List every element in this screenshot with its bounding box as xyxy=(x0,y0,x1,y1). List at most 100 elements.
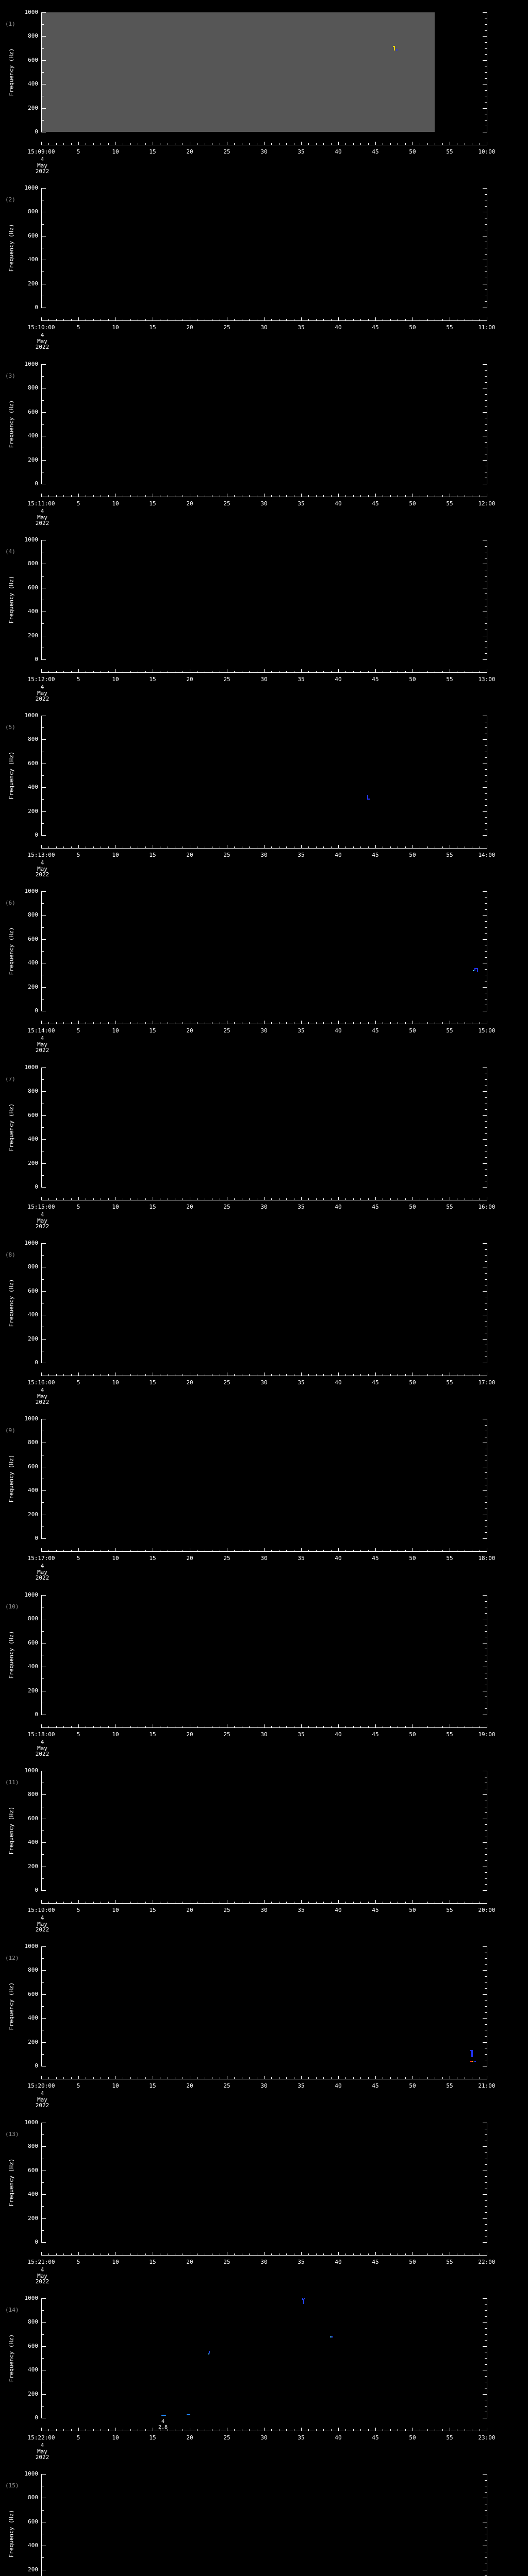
y-axis-tick xyxy=(485,2200,487,2201)
y-axis-tick xyxy=(485,1309,487,1310)
y-axis-tick xyxy=(483,787,487,788)
y-axis-tick xyxy=(485,1279,487,1280)
x-axis-tick xyxy=(48,1198,49,1200)
event-mark xyxy=(187,2414,190,2415)
x-axis-tick xyxy=(145,1902,146,1903)
y-axis-tick xyxy=(485,805,487,806)
x-tick-label: 15 xyxy=(149,1204,156,1210)
y-axis-tick xyxy=(42,1595,46,1596)
x-tick-label: 5 xyxy=(76,2434,80,2441)
y-axis-tick xyxy=(485,817,487,818)
date-line: 4 xyxy=(40,1914,44,1921)
y-tick-label: 600 xyxy=(28,2518,38,2525)
date-line: 2022 xyxy=(35,1574,50,1581)
x-axis-tick xyxy=(405,2253,406,2255)
y-axis-tick xyxy=(42,799,44,800)
y-axis-tick xyxy=(485,775,487,776)
x-axis-tick xyxy=(145,319,146,320)
x-axis-tick xyxy=(390,2253,391,2255)
x-axis-tick xyxy=(56,1550,57,1551)
y-axis-tick xyxy=(485,2000,487,2001)
x-tick-label: 5 xyxy=(76,2259,80,2265)
y-axis-tick xyxy=(42,1115,46,1116)
x-tick-label: 45 xyxy=(372,148,379,155)
y-axis-tick xyxy=(42,2006,44,2007)
x-axis-tick xyxy=(286,2429,287,2431)
y-tick-label: 600 xyxy=(28,232,38,239)
y-tick-label: 0 xyxy=(35,2239,38,2245)
y-tick-label: 400 xyxy=(28,1663,38,1670)
x-tick-label: 55 xyxy=(446,852,453,858)
x-tick-label: 5 xyxy=(76,1731,80,1738)
y-axis-tick xyxy=(483,1339,487,1340)
x-axis-tick xyxy=(442,2253,443,2255)
x-axis-tick xyxy=(375,317,376,320)
y-axis-tick xyxy=(485,1127,487,1128)
y-axis-tick xyxy=(42,2194,46,2195)
x-axis-tick xyxy=(264,142,265,145)
x-axis-tick xyxy=(264,2076,265,2079)
x-axis-tick xyxy=(412,2428,413,2431)
x-tick-label: 45 xyxy=(372,1555,379,1562)
y-tick-label: 400 xyxy=(28,256,38,263)
y-tick-label: 800 xyxy=(28,560,38,567)
y-axis-title: Frequency (Hz) xyxy=(8,2334,15,2382)
x-tick-label: 25 xyxy=(223,2082,230,2089)
y-axis-tick xyxy=(42,1970,46,1971)
x-tick-label: 25 xyxy=(223,676,230,683)
y-tick-label: 600 xyxy=(28,1287,38,1294)
y-axis-tick xyxy=(42,987,46,988)
x-axis-tick xyxy=(78,845,79,848)
y-axis-tick xyxy=(42,1994,46,1995)
x-tick-label: 40 xyxy=(335,676,342,683)
x-axis-tick xyxy=(375,142,376,145)
y-axis-left-line xyxy=(41,540,42,660)
x-axis-tick xyxy=(390,846,391,848)
x-axis-tick xyxy=(234,1198,235,1200)
x-axis-tick xyxy=(63,671,64,672)
spectrogram-panel: (2) Frequency (Hz) 15:10:00 11:00 4 May 20… xyxy=(0,176,528,351)
y-axis-tick xyxy=(485,1988,487,1989)
x-axis-tick xyxy=(264,1021,265,1024)
y-axis-tick xyxy=(485,2304,487,2305)
x-axis-tick xyxy=(286,1726,287,1727)
x-axis-tick xyxy=(130,1550,131,1551)
x-tick-label: 50 xyxy=(409,1731,416,1738)
x-axis-tick xyxy=(345,495,346,497)
x-tick-label: 30 xyxy=(260,676,268,683)
x-axis-tick xyxy=(360,1726,361,1727)
x-axis-tick xyxy=(108,846,109,848)
y-tick-label: 200 xyxy=(28,1335,38,1342)
x-axis-tick xyxy=(316,1726,317,1727)
x-date-label: 4 May 2022 xyxy=(36,684,50,702)
x-tick-label: 25 xyxy=(223,2434,230,2441)
x-axis-tick xyxy=(48,1726,49,1727)
x-axis-tick xyxy=(48,495,49,497)
y-axis-tick xyxy=(483,1243,487,1244)
x-tick-label: 30 xyxy=(260,1027,268,1034)
x-axis-tick xyxy=(308,143,309,145)
x-axis-tick xyxy=(345,1022,346,1024)
x-axis-tick xyxy=(360,1022,361,1024)
x-end-time-label: 20:00 xyxy=(478,1907,496,1913)
y-axis-tick xyxy=(42,2358,44,2359)
x-tick-label: 5 xyxy=(76,324,80,331)
x-tick-label: 35 xyxy=(298,2259,305,2265)
x-axis-tick xyxy=(308,495,309,497)
y-tick-label: 0 xyxy=(35,1359,38,1366)
x-axis-tick xyxy=(78,669,79,672)
y-axis-tick xyxy=(483,1187,487,1188)
x-axis-tick xyxy=(93,319,94,320)
x-axis-tick xyxy=(41,494,42,497)
y-axis-tick xyxy=(42,2206,44,2207)
x-axis-tick xyxy=(360,1198,361,1200)
x-tick-label: 20 xyxy=(186,148,193,155)
x-axis-tick xyxy=(286,1902,287,1903)
y-axis-tick xyxy=(42,903,44,904)
date-line: 2022 xyxy=(35,1399,50,1405)
x-axis-tick xyxy=(145,1374,146,1376)
x-axis-tick xyxy=(108,1726,109,1727)
y-tick-label: 0 xyxy=(35,2414,38,2421)
y-axis-tick xyxy=(485,1872,487,1873)
panel-index-label: (14) xyxy=(5,2307,19,2313)
